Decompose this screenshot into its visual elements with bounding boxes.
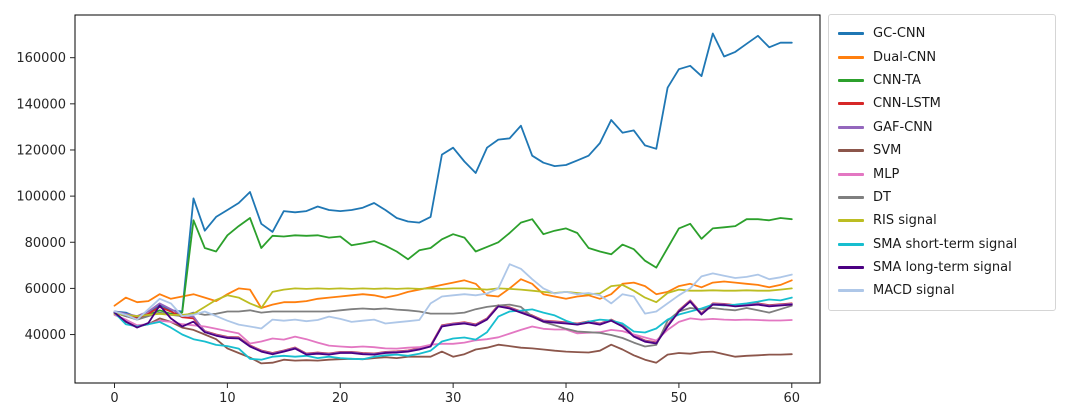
legend-item: DT	[838, 186, 1045, 209]
x-tick-label: 50	[671, 391, 688, 406]
y-tick-label: 140000	[16, 97, 66, 112]
x-tick-label: 40	[558, 391, 575, 406]
y-tick-label: 40000	[25, 328, 66, 343]
legend-label: SMA short-term signal	[873, 236, 1018, 252]
y-tick-label: 80000	[25, 236, 66, 251]
plot-frame	[74, 14, 821, 384]
series-line-dual-cnn	[113, 278, 793, 309]
legend-item: RIS signal	[838, 209, 1045, 232]
y-tick-label: 120000	[16, 143, 66, 158]
x-tick-label: 60	[784, 391, 801, 406]
series-line-svm	[113, 312, 793, 365]
legend-label: SMA long-term signal	[873, 260, 1012, 276]
legend-label: CNN-TA	[873, 72, 921, 88]
axes-group: 40000 60000 80000 100000 120000 140000 160000 0…	[16, 14, 821, 406]
x-tick-label: 10	[219, 391, 236, 406]
legend-item: Dual-CNN	[838, 45, 1045, 68]
series-line-sma-short-term-signal	[113, 296, 793, 361]
legend-label: Dual-CNN	[873, 49, 937, 65]
series-line-macd-signal	[113, 263, 793, 330]
legend-item: SMA short-term signal	[838, 233, 1045, 256]
legend-swatch-dual-cnn	[838, 55, 864, 59]
y-tick-label: 160000	[16, 51, 66, 66]
x-tick-label: 30	[445, 391, 462, 406]
y-tick-label: 60000	[25, 282, 66, 297]
legend-swatch-macd-signal	[838, 289, 864, 293]
legend-swatch-cnn-lstm	[838, 102, 864, 106]
legend-swatch-sma-long-term-signal	[838, 266, 864, 270]
legend-label: DT	[873, 189, 891, 205]
series-line-gc-cnn	[113, 32, 793, 319]
legend-label: RIS signal	[873, 213, 937, 229]
legend-item: SMA long-term signal	[838, 256, 1045, 279]
legend: GC-CNN Dual-CNN CNN-TA CNN-LSTM GAF-CNN SVM ML…	[828, 14, 1056, 311]
legend-swatch-ris-signal	[838, 219, 864, 223]
series-line-sma-long-term-signal	[113, 300, 793, 356]
series-line-mlp	[113, 313, 793, 350]
legend-item: CNN-TA	[838, 69, 1045, 92]
legend-swatch-sma-short-term-signal	[838, 242, 864, 246]
series-group	[113, 32, 793, 365]
legend-label: SVM	[873, 143, 902, 159]
legend-swatch-mlp	[838, 172, 864, 176]
legend-item: CNN-LSTM	[838, 92, 1045, 115]
legend-swatch-cnn-ta	[838, 78, 864, 82]
series-line-ris-signal	[113, 283, 793, 318]
x-tick-label: 20	[332, 391, 349, 406]
legend-swatch-gc-cnn	[838, 32, 864, 36]
legend-item: GC-CNN	[838, 22, 1045, 45]
y-tick-label: 100000	[16, 190, 66, 205]
legend-label: GC-CNN	[873, 26, 926, 42]
legend-swatch-gaf-cnn	[838, 125, 864, 129]
legend-item: SVM	[838, 139, 1045, 162]
legend-item: MLP	[838, 162, 1045, 185]
legend-label: MLP	[873, 166, 900, 182]
x-tick-label: 0	[110, 391, 118, 406]
series-line-cnn-ta	[113, 217, 793, 320]
legend-label: MACD signal	[873, 283, 955, 299]
legend-item: GAF-CNN	[838, 116, 1045, 139]
legend-swatch-svm	[838, 149, 864, 153]
legend-swatch-dt	[838, 195, 864, 199]
legend-item: MACD signal	[838, 279, 1045, 302]
legend-label: CNN-LSTM	[873, 96, 941, 112]
legend-label: GAF-CNN	[873, 119, 933, 135]
